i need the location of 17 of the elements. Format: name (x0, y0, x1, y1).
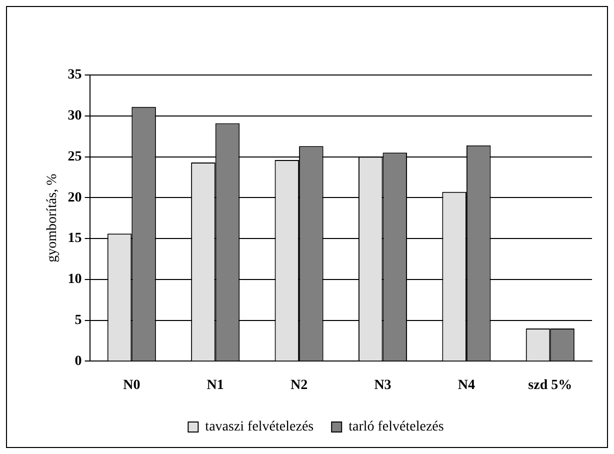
y-tick-label: 0 (74, 354, 82, 369)
y-tick-label: 20 (68, 190, 82, 206)
y-tick-label: 5 (74, 312, 82, 328)
x-tick-label: N2 (290, 378, 308, 394)
y-tick-label: 10 (68, 272, 82, 288)
y-tick-label: 25 (68, 149, 82, 164)
x-tick-label: N4 (458, 378, 476, 394)
x-tick-label: szd 5% (528, 378, 572, 394)
y-tick-label: 15 (68, 231, 82, 246)
legend-label: tarló felvételezés (348, 420, 444, 435)
x-tick-label: N3 (374, 378, 392, 394)
y-tick-label: 35 (68, 68, 82, 83)
x-tick-label: N1 (206, 378, 224, 394)
y-axis-title: gyomborítás, % (45, 173, 60, 262)
y-tick-label: 30 (68, 108, 82, 124)
x-tick-label: N0 (123, 378, 140, 394)
legend-label: tavaszi felvételezés (205, 420, 314, 435)
